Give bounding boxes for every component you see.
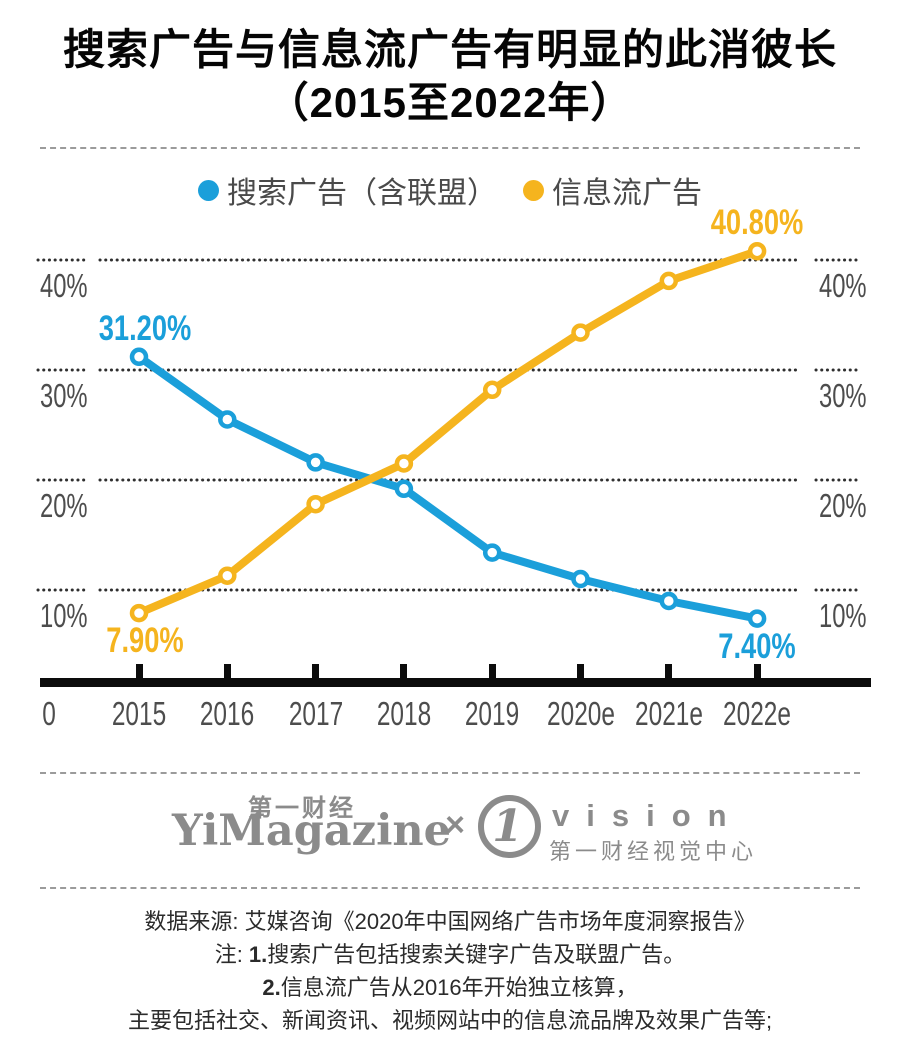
x-axis-origin-label: 0 [42, 695, 56, 732]
data-point-marker [306, 453, 325, 472]
x-axis-label: 2018 [376, 695, 432, 732]
data-point-marker [394, 454, 414, 473]
source-note-segment: 数据来源: 艾媒咨询《2020年中国网络广告市场年度洞察报告》 [144, 909, 756, 934]
legend-item: 信息流广告 [523, 168, 702, 212]
source-note-line: 主要包括社交、新闻资讯、视频网站中的信息流品牌及效果广告等; [0, 1004, 900, 1037]
source-notes: 数据来源: 艾媒咨询《2020年中国网络广告市场年度洞察报告》注: 1.搜索广告… [0, 905, 900, 1037]
y-axis-label-left: 10% [40, 597, 88, 634]
data-point-marker [129, 347, 149, 367]
data-point-value-label: 7.40% [718, 626, 796, 666]
source-note-line: 数据来源: 艾媒咨询《2020年中国网络广告市场年度洞察报告》 [0, 905, 900, 938]
data-point-marker [306, 494, 325, 514]
y-axis-label-left: 40% [40, 267, 88, 304]
x-axis-tick [577, 664, 584, 679]
x-axis-tick [753, 664, 761, 679]
yicai-logo-cn: 第一财经 [248, 795, 356, 822]
divider-top [40, 147, 860, 149]
legend-label: 信息流广告 [552, 177, 702, 210]
y-axis-label-right: 30% [819, 377, 867, 414]
x-axis-label: 2021e [634, 695, 703, 732]
data-point-marker [394, 479, 414, 499]
legend-item: 搜索广告（含联盟） [198, 168, 497, 212]
data-point-value-label: 7.90% [106, 621, 184, 661]
data-point-marker [218, 410, 237, 429]
data-point-marker [482, 380, 502, 400]
data-point-marker [659, 591, 679, 611]
series-line [135, 247, 762, 618]
source-note-segment: 主要包括社交、新闻资讯、视频网站中的信息流品牌及效果广告等; [127, 1008, 773, 1033]
data-point-marker [571, 323, 590, 342]
data-point-marker [571, 569, 590, 589]
data-point-value-label: 40.80% [710, 203, 804, 243]
footer-logos: 第一财经 YiMagazine × 1 vision 第一财经视觉中心 [0, 785, 900, 870]
y-axis-label-right: 20% [819, 487, 867, 524]
y-axis-label-left: 30% [40, 377, 88, 414]
y-axis-label-right: 10% [819, 597, 867, 634]
vision-logo-text: vision [552, 798, 744, 833]
x-axis-label: 2020e [546, 695, 615, 732]
source-note-line: 2.信息流广告从2016年开始独立核算， [0, 971, 900, 1004]
legend-label: 搜索广告（含联盟） [227, 177, 497, 210]
x-axis-label: 2016 [200, 695, 255, 732]
y-axis-label-right: 40% [819, 267, 867, 304]
x-axis-line [40, 678, 871, 687]
legend: 搜索广告（含联盟） 信息流广告 [0, 170, 900, 210]
x-axis-tick [488, 664, 496, 679]
source-note-segment: 注: [214, 942, 249, 967]
x-axis-label: 2019 [465, 695, 520, 732]
data-point-value-label: 31.20% [98, 308, 192, 348]
chart-title-line2: （2015至2022年） [266, 79, 634, 126]
y-axis-label-left: 20% [40, 487, 88, 524]
x-axis-tick [665, 664, 673, 679]
source-note-line: 注: 1.搜索广告包括搜索关键字广告及联盟广告。 [0, 938, 900, 971]
source-note-segment: 信息流广告从2016年开始独立核算， [280, 975, 638, 1000]
chart-title-line1: 搜索广告与信息流广告有明显的此消彼长 [62, 26, 837, 73]
x-axis-label: 2017 [288, 695, 343, 732]
source-note-segment: 搜索广告包括搜索关键字广告及联盟广告。 [267, 942, 686, 967]
x-separator-icon: × [445, 806, 465, 844]
data-point-marker [659, 271, 679, 291]
x-axis-tick [135, 664, 143, 679]
x-axis-label: 2022e [723, 695, 792, 732]
vision-logo-numeral: 1 [492, 800, 523, 852]
data-point-marker [129, 603, 149, 623]
legend-dot-icon [523, 179, 544, 201]
data-point-marker [747, 609, 767, 628]
vision-logo-circle-icon: 1 [478, 795, 541, 858]
source-note-segment: 1. [248, 942, 268, 967]
data-point-marker [218, 566, 237, 585]
x-axis-label: 2015 [111, 695, 167, 732]
divider-middle [40, 772, 860, 774]
x-axis-tick [400, 664, 408, 679]
x-axis-tick [223, 664, 231, 679]
divider-bottom [40, 887, 860, 889]
legend-dot-icon [198, 179, 219, 201]
data-point-marker [747, 241, 767, 261]
x-axis-tick [312, 664, 320, 679]
source-note-segment: 2. [262, 975, 281, 1000]
yimagazine-logo: YiMagazine [172, 806, 452, 856]
data-point-marker [482, 543, 502, 562]
vision-logo-subtitle: 第一财经视觉中心 [549, 839, 758, 864]
series-line [135, 352, 762, 623]
